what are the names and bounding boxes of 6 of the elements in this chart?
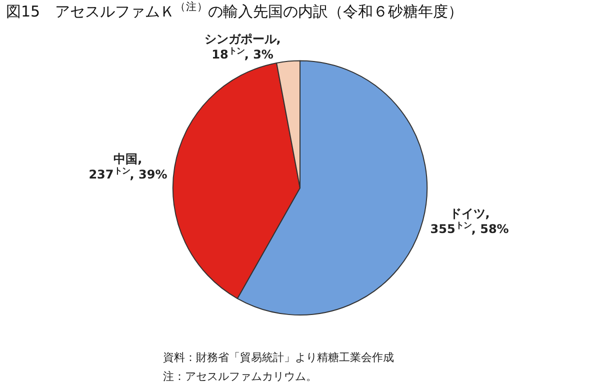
slice-label: ドイツ, 355$^{トン}$, 58% [430, 206, 509, 236]
slice-label: シンガポール, 18$^{トン}$, 3% [204, 32, 281, 62]
chart-title: 図15 アセスルファムＫ$^{（注）}$の輸入先国の内訳（令和６砂糖年度） [6, 0, 464, 20]
text: 注：アセスルファムカリウム。 [163, 370, 317, 383]
text: 資料：財務省「貿易統計」より精糖工業会作成 [163, 351, 394, 364]
slice-label: 中国, 237$^{トン}$, 39% [88, 152, 168, 182]
